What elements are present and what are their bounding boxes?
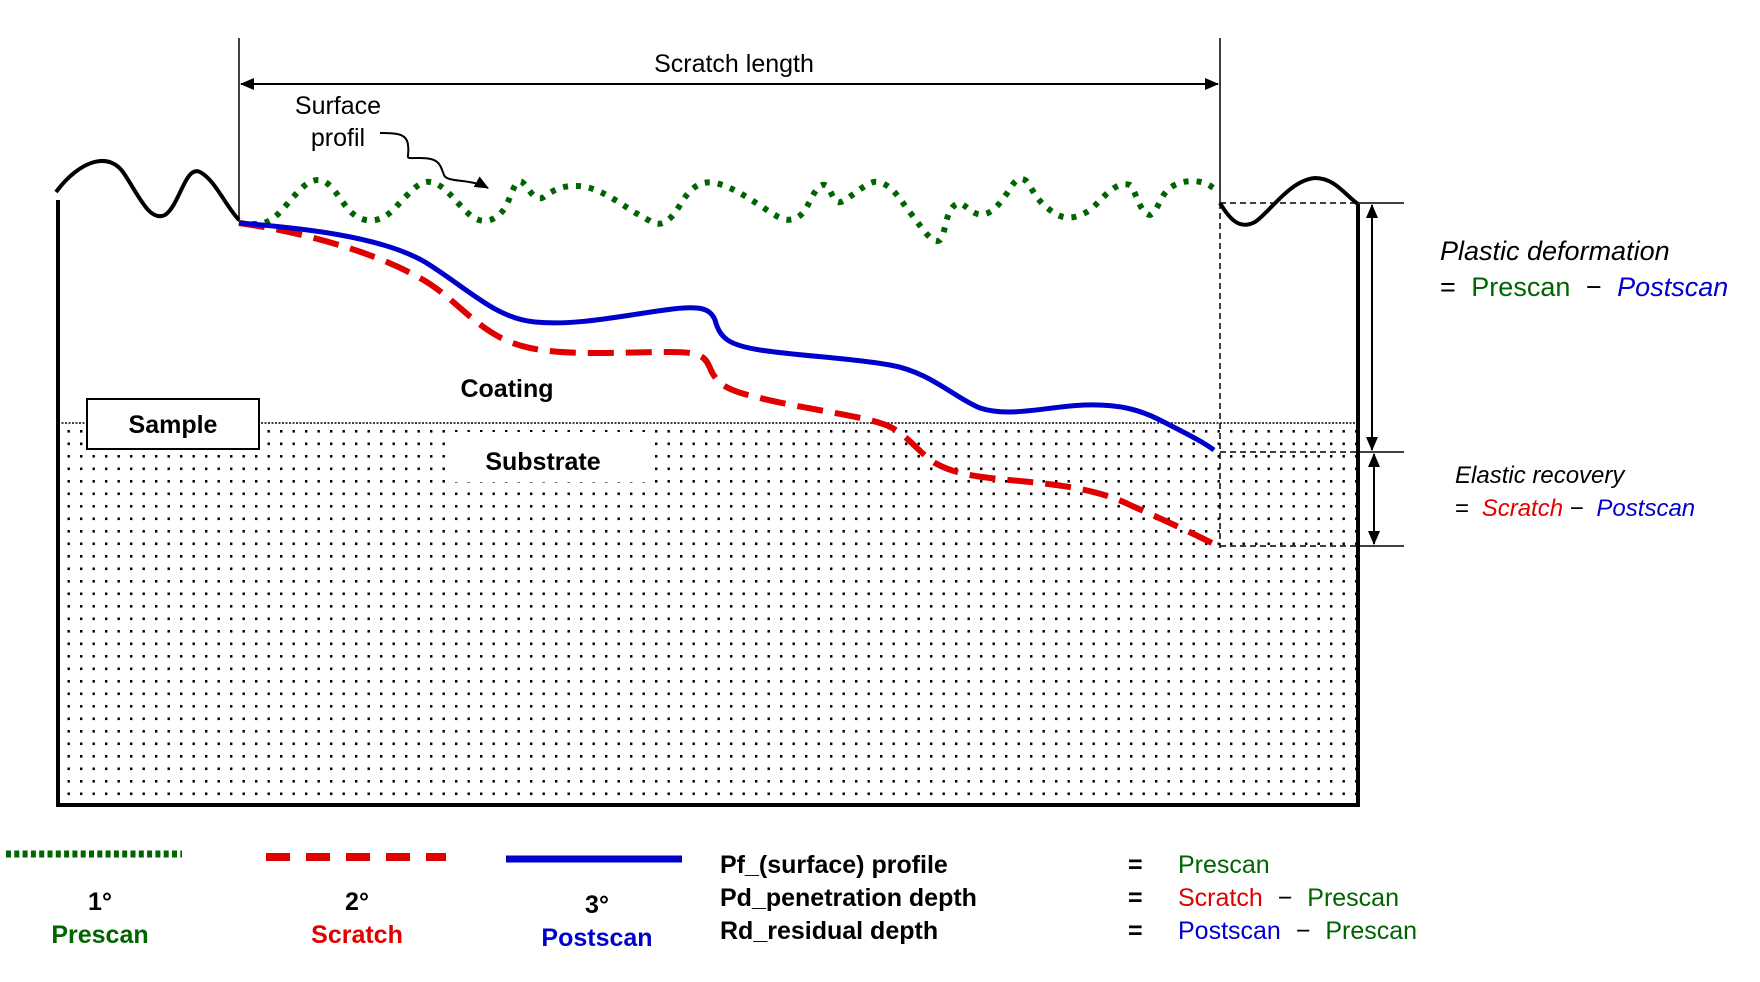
plastic-term-postscan: Postscan	[1617, 272, 1728, 302]
left-surface-wave	[54, 158, 241, 222]
sample-label-box	[86, 398, 260, 450]
definition-pd-formula: Scratch − Prescan	[1178, 884, 1399, 912]
legend-scratch-order: 2°	[345, 888, 369, 916]
legend-scratch-name: Scratch	[311, 921, 403, 949]
definition-rd-eq: =	[1128, 917, 1143, 945]
elastic-eq: =	[1455, 495, 1469, 522]
substrate-region	[58, 423, 1358, 805]
legend-postscan-name: Postscan	[541, 924, 652, 952]
definition-pd-term: Pd_penetration depth	[720, 884, 977, 912]
legend: 1° Prescan 2° Scratch 3° Postscan	[6, 850, 682, 952]
plastic-eq: =	[1440, 272, 1456, 302]
definition-pd-part-minus: −	[1278, 884, 1293, 912]
substrate-label: Substrate	[485, 448, 600, 476]
definition-pf-term: Pf_(surface) profile	[720, 851, 948, 879]
legend-prescan-order: 1°	[88, 888, 112, 916]
definition-pf-part-prescan: Prescan	[1178, 851, 1270, 879]
definitions: Pf_(surface) profile = Prescan Pd_penetr…	[720, 851, 1417, 945]
elastic-term-postscan: Postscan	[1596, 495, 1695, 522]
scratch-profile-curve	[238, 220, 1216, 547]
plastic-deformation-formula: = Prescan − Postscan	[1440, 272, 1728, 302]
scratch-length-label: Scratch length	[654, 50, 814, 78]
surface-profil-label-line2: profil	[311, 124, 365, 152]
prescan-profile-curve	[238, 175, 1222, 245]
elastic-term-scratch: Scratch	[1482, 495, 1563, 522]
postscan-profile-curve	[238, 220, 1216, 453]
elastic-recovery-formula: = Scratch − Postscan	[1455, 495, 1695, 522]
definition-pd-part-scratch: Scratch	[1178, 884, 1263, 912]
definition-rd-term: Rd_residual depth	[720, 917, 938, 945]
sample-label: Sample	[129, 411, 218, 439]
elastic-recovery-title: Elastic recovery	[1455, 462, 1626, 489]
legend-prescan-name: Prescan	[51, 921, 148, 949]
definition-rd-formula: Postscan − Prescan	[1178, 917, 1417, 945]
definition-pf-formula: Prescan	[1178, 851, 1270, 879]
right-surface-wave	[1218, 175, 1360, 227]
sample-container-outline	[56, 200, 1360, 807]
coating-label: Coating	[460, 375, 553, 403]
definition-rd-part-prescan: Prescan	[1325, 917, 1417, 945]
surface-profil-pointer-arrow	[379, 132, 489, 189]
plastic-minus: −	[1586, 272, 1602, 302]
plastic-deformation-title: Plastic deformation	[1440, 236, 1670, 266]
definition-rd-part-postscan: Postscan	[1178, 917, 1281, 945]
elastic-minus: −	[1570, 495, 1584, 522]
legend-postscan-order: 3°	[585, 891, 609, 919]
definition-pd-eq: =	[1128, 884, 1143, 912]
definition-pf-eq: =	[1128, 851, 1143, 879]
definition-pd-part-prescan: Prescan	[1307, 884, 1399, 912]
plastic-term-prescan: Prescan	[1471, 272, 1570, 302]
surface-profil-label-line1: Surface	[295, 92, 381, 120]
definition-rd-part-minus: −	[1296, 917, 1311, 945]
